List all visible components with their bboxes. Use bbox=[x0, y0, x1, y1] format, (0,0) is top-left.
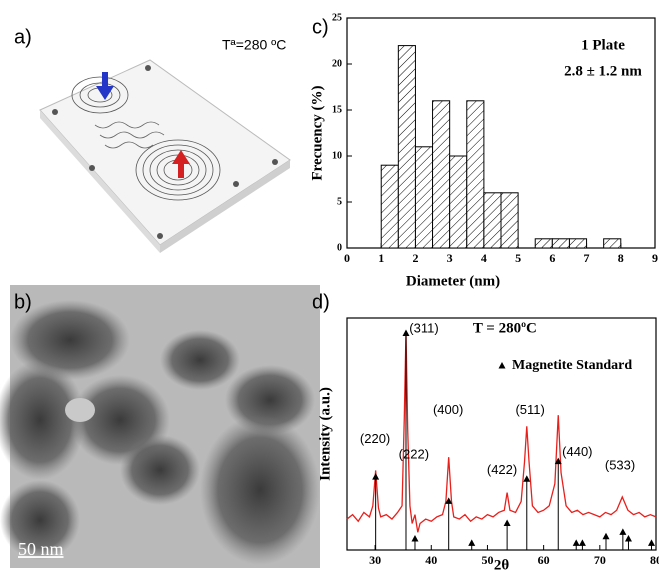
chart-panel: c) 0 1 2 3 4 5 6 7 8 9 0 5 10 15 20 25 Diameter (nm) Frecu… bbox=[309, 12, 658, 289]
annotation: (511) bbox=[515, 402, 544, 417]
annotation: (533) bbox=[605, 457, 635, 472]
y-tick-label: 20 bbox=[332, 58, 342, 69]
y-axis-label: Frecuency (%) bbox=[309, 85, 325, 180]
reference-marker bbox=[372, 473, 379, 480]
reference-marker bbox=[504, 519, 511, 526]
x-tick-label: 4 bbox=[481, 251, 487, 265]
panel-b: 50 nm b) bbox=[0, 285, 320, 568]
y-tick-label: 5 bbox=[337, 196, 342, 207]
x-tick-label: 2 bbox=[412, 251, 418, 265]
y-tick-label: 0 bbox=[337, 242, 342, 253]
reference-marker bbox=[411, 535, 418, 542]
y-tick-label: 10 bbox=[332, 150, 342, 161]
x-axis-label: 2θ bbox=[494, 557, 510, 571]
histogram-bar bbox=[552, 239, 569, 248]
annotation: (311) bbox=[409, 320, 438, 335]
panel-label: c) bbox=[312, 16, 329, 38]
panel-label: b) bbox=[14, 291, 32, 313]
reference-marker bbox=[648, 539, 655, 546]
reference-marker bbox=[625, 535, 632, 542]
x-tick-label: 8 bbox=[618, 251, 624, 265]
reference-marker bbox=[602, 533, 609, 540]
x-tick-label: 7 bbox=[584, 251, 590, 265]
histogram-bar bbox=[415, 147, 432, 248]
figure: a) Tª=280 ºC 50 nm bbox=[0, 0, 659, 571]
histogram-bar bbox=[569, 239, 586, 248]
x-tick-label: 30 bbox=[369, 553, 381, 567]
x-tick-label: 80 bbox=[650, 553, 659, 567]
histogram-bar bbox=[501, 193, 518, 248]
reference-marker bbox=[579, 539, 586, 546]
panel-a: a) Tª=280 ºC bbox=[14, 26, 290, 253]
annotation: (220) bbox=[360, 431, 390, 446]
histogram-bar bbox=[467, 101, 484, 248]
x-tick-label: 6 bbox=[549, 251, 555, 265]
x-tick-label: 3 bbox=[447, 251, 453, 265]
legend-marker bbox=[499, 362, 506, 369]
histogram-bar bbox=[450, 156, 467, 248]
y-tick-label: 15 bbox=[332, 104, 342, 115]
reference-marker bbox=[573, 539, 580, 546]
histogram-bar bbox=[381, 165, 398, 248]
x-tick-label: 5 bbox=[515, 251, 521, 265]
histogram-bar bbox=[484, 193, 501, 248]
x-tick-label: 0 bbox=[344, 251, 350, 265]
panel-label: a) bbox=[14, 26, 32, 48]
annotation: T = 280ºC bbox=[473, 320, 537, 336]
y-axis-label: Intensity (a.u.) bbox=[317, 387, 333, 481]
x-tick-label: 60 bbox=[538, 553, 550, 567]
reference-marker bbox=[468, 539, 475, 546]
x-tick-label: 70 bbox=[594, 553, 606, 567]
y-tick-label: 25 bbox=[332, 12, 342, 23]
annotation: 2.8 ± 1.2 nm bbox=[564, 63, 642, 79]
annotation: (422) bbox=[487, 462, 517, 477]
x-tick-label: 40 bbox=[425, 553, 437, 567]
annotation: (400) bbox=[433, 402, 463, 417]
chart-panel: d) 30 40 50 60 70 80 2θ Intensity (a.u.) Magnetit… bbox=[312, 291, 659, 571]
panel-label: d) bbox=[312, 291, 330, 313]
x-tick-label: 9 bbox=[652, 251, 658, 265]
legend-label: Magnetite Standard bbox=[512, 358, 632, 373]
x-tick-label: 50 bbox=[481, 553, 493, 567]
annotation: (440) bbox=[562, 444, 592, 459]
x-tick-label: 1 bbox=[378, 251, 384, 265]
x-axis-label: Diameter (nm) bbox=[406, 273, 500, 289]
histogram-bar bbox=[535, 239, 552, 248]
histogram-bar bbox=[398, 46, 415, 248]
annotation: 1 Plate bbox=[581, 37, 625, 53]
reference-marker bbox=[523, 475, 530, 482]
histogram-bar bbox=[433, 101, 450, 248]
scale-bar-label: 50 nm bbox=[18, 539, 64, 559]
histogram-bar bbox=[604, 239, 621, 248]
plot-frame bbox=[347, 318, 656, 550]
temperature-label: Tª=280 ºC bbox=[222, 37, 286, 53]
annotation: (222) bbox=[399, 446, 429, 461]
reference-marker bbox=[619, 528, 626, 535]
